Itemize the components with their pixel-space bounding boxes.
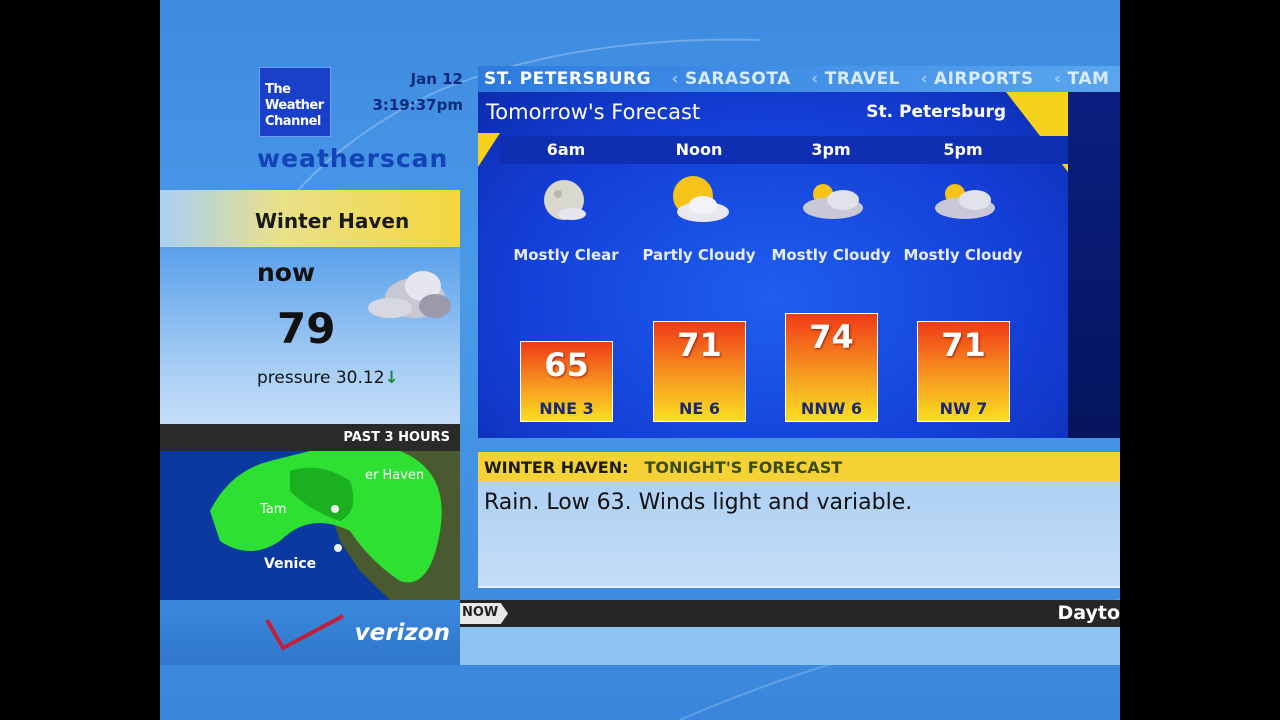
forecast-wind: NNE 3	[539, 399, 594, 418]
verizon-check-logo	[265, 614, 344, 651]
map-label: er Haven	[365, 468, 424, 483]
chevron-left-icon: ‹	[1054, 69, 1062, 89]
forecast-title: Tomorrow's Forecast	[486, 100, 701, 124]
sponsor-area: verizon	[160, 600, 460, 665]
ticker-item: TAM	[1067, 69, 1110, 89]
forecast-wind: NE 6	[678, 399, 721, 418]
forecast-time: 3pm	[811, 140, 851, 159]
pressure: pressure 30.12↓	[257, 368, 399, 388]
forecast-time: Noon	[675, 140, 723, 159]
moon-cloud-icon	[544, 180, 586, 220]
forecast-temp: 65	[544, 346, 589, 384]
forecast-temp: 71	[941, 326, 986, 364]
radar-label: PAST 3 HOURS	[160, 424, 460, 451]
weatherscan-screen: The Weather Channel Jan 12 3:19:37pm weath…	[160, 0, 1120, 720]
chevron-left-icon: ‹	[920, 69, 928, 89]
bottom-ticker-text: Dayto	[1057, 602, 1120, 624]
radar-map: Tam er Haven Venice	[160, 451, 460, 600]
time: 3:19:37pm	[372, 96, 463, 114]
forecast-temp-box: 71 NE 6	[653, 321, 746, 422]
forecast-side-strip	[1068, 92, 1120, 438]
forecast-condition: Partly Cloudy	[642, 246, 756, 264]
tonight-title: TONIGHT'S FORECAST	[644, 458, 843, 477]
tonight-location: WINTER HAVEN:	[484, 458, 629, 477]
tonight-text: Rain. Low 63. Winds light and variable.	[484, 490, 913, 515]
forecast-city: St. Petersburg	[866, 102, 1006, 122]
location-band	[160, 190, 460, 247]
forecast-temp-box: 71 NW 7	[917, 321, 1010, 422]
location-ticker: ST. PETERSBURG ‹ SARASOTA ‹ TRAVEL ‹ AIRPOR…	[478, 66, 1120, 92]
forecast-wind: NW 7	[939, 399, 988, 418]
ticker-item: TRAVEL	[824, 69, 901, 89]
map-label: Venice	[264, 556, 316, 572]
pressure-label: pressure	[257, 368, 331, 388]
forecast-time: 5pm	[943, 140, 983, 159]
now-tag: NOW	[460, 603, 508, 624]
mostly-cloudy-icon	[803, 184, 863, 219]
tonight-header: WINTER HAVEN: TONIGHT'S FORECAST	[478, 452, 1120, 482]
forecast-condition: Mostly Cloudy	[903, 246, 1023, 264]
now-label: now	[257, 258, 316, 287]
product-name: weatherscan	[257, 144, 449, 173]
forecast-time: 6am	[546, 140, 586, 159]
bottom-ticker: NOW Dayto	[460, 600, 1120, 627]
forecast-temp: 74	[809, 318, 854, 356]
arrow-down-icon: ↓	[384, 368, 399, 388]
forecast-temp-box: 74 NNW 6	[785, 313, 878, 422]
forecast-temp: 71	[677, 326, 722, 364]
time-header-band	[500, 136, 1068, 164]
chevron-left-icon: ‹	[811, 69, 819, 89]
current-temperature: 79	[277, 304, 336, 353]
ticker-item: AIRPORTS	[933, 69, 1034, 89]
forecast-wind: NNW 6	[800, 399, 863, 418]
bottom-band	[460, 627, 1120, 665]
corner-accent	[478, 133, 500, 167]
map-label: Tam	[259, 502, 286, 517]
weather-channel-logo: The Weather Channel	[259, 67, 331, 137]
current-location: Winter Haven	[255, 209, 410, 233]
pressure-value: 30.12	[335, 368, 385, 388]
tonight-forecast-box: WINTER HAVEN: TONIGHT'S FORECAST Rain. Lo…	[478, 452, 1120, 588]
forecast-condition: Mostly Clear	[513, 246, 619, 264]
chevron-left-icon: ‹	[671, 69, 679, 89]
forecast-temp-box: 65 NNE 3	[520, 341, 613, 422]
radar-image: Tam er Haven Venice	[210, 451, 460, 600]
sponsor-name: verizon	[354, 620, 450, 646]
forecast-panel: Tomorrow's Forecast St. Petersburg 6am M…	[478, 92, 1068, 438]
cloudy-icon	[368, 271, 451, 318]
sun-cloud-icon	[673, 176, 729, 222]
ticker-current: ST. PETERSBURG	[484, 69, 652, 89]
forecast-condition: Mostly Cloudy	[771, 246, 891, 264]
date: Jan 12	[410, 70, 463, 88]
ticker-item: SARASOTA	[685, 69, 791, 89]
mostly-cloudy-icon	[935, 184, 995, 219]
